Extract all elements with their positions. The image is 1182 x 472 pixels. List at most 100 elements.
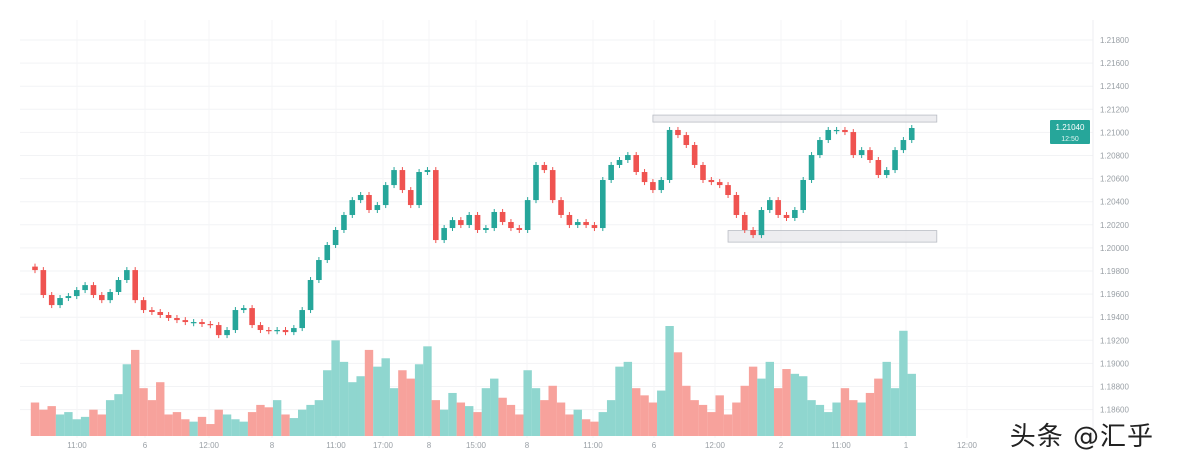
candle-down xyxy=(48,295,55,306)
volume-bar xyxy=(799,376,808,436)
candle-up xyxy=(332,229,339,246)
candle-up xyxy=(324,245,331,261)
price-axis[interactable]: 1.21800 1.21600 1.21400 1.21200 1.21000 1.208… xyxy=(1100,36,1129,415)
candle-up xyxy=(466,214,472,226)
time-tick-label: 17:00 xyxy=(373,441,394,450)
candle-up xyxy=(240,308,247,311)
candle-up xyxy=(424,170,431,173)
time-tick-label: 8 xyxy=(525,441,530,450)
time-axis[interactable]: 11:00 6 12:00 8 11:00 17:00 8 15:00 8 11:00 6 12:00… xyxy=(67,441,977,450)
candle-up xyxy=(107,292,113,301)
volume-bar xyxy=(523,370,532,436)
volume-bar xyxy=(197,416,207,436)
candle-up xyxy=(792,210,798,218)
price-tick-label: 1.21200 xyxy=(1100,105,1129,114)
volume-bar xyxy=(515,414,524,436)
volume-bar xyxy=(615,366,624,436)
volume-bar xyxy=(840,388,850,436)
watermark: 头条 @汇乎 xyxy=(1009,422,1154,452)
candle-up xyxy=(299,310,305,329)
candle-down xyxy=(499,211,506,223)
candle-up xyxy=(808,155,815,180)
volume-bar xyxy=(89,409,98,436)
volume-bar xyxy=(30,402,40,436)
candle-up xyxy=(190,322,197,324)
candle-up xyxy=(491,211,498,229)
price-tick-label: 1.19000 xyxy=(1100,359,1129,368)
volume-bar xyxy=(899,330,908,436)
candle-down xyxy=(733,195,740,215)
volume-bar xyxy=(281,414,290,436)
candle-down xyxy=(90,285,97,296)
time-tick-label: 8 xyxy=(427,441,432,450)
candle-down xyxy=(132,270,138,301)
candle-up xyxy=(574,222,581,226)
volume-bar xyxy=(139,388,148,436)
volume-bar xyxy=(590,421,599,436)
candle-down xyxy=(691,144,698,165)
candle-down xyxy=(407,190,414,206)
price-tick-label: 1.21600 xyxy=(1100,59,1129,68)
candle-down xyxy=(458,220,464,226)
candle-down xyxy=(149,310,155,313)
time-tick-label: 15:00 xyxy=(466,441,487,450)
candle-down xyxy=(867,150,873,161)
candle-up xyxy=(858,150,865,156)
candle-up xyxy=(232,310,239,331)
volume-bar xyxy=(490,378,499,436)
price-zone-rectangle xyxy=(727,230,938,243)
candle-up xyxy=(883,170,890,176)
volume-bar xyxy=(606,400,616,436)
volume-bar xyxy=(164,414,173,436)
candle-up xyxy=(900,140,907,151)
volume-bar xyxy=(748,366,758,436)
volume-bar xyxy=(289,418,299,436)
volume-bar xyxy=(481,388,491,436)
candle-down xyxy=(282,330,289,333)
volume-bar xyxy=(506,404,516,436)
time-tick-label: 12:00 xyxy=(199,441,220,450)
price-tick-label: 1.19400 xyxy=(1100,313,1129,322)
volume-bar xyxy=(264,407,273,436)
volume-bar xyxy=(172,412,182,436)
price-tick-label: 1.19600 xyxy=(1100,290,1129,299)
volume-bar xyxy=(540,400,549,436)
candle-up xyxy=(65,296,72,299)
candle-up xyxy=(224,330,230,336)
volume-bar xyxy=(72,419,81,436)
candle-up xyxy=(115,280,122,293)
candle-down xyxy=(266,330,272,332)
candle-down xyxy=(474,214,481,230)
volume-bar xyxy=(398,370,407,436)
volume-bar xyxy=(364,349,374,436)
volume-bar xyxy=(239,421,248,436)
candle-down xyxy=(249,308,255,326)
volume-bar xyxy=(824,412,833,436)
volume-bar xyxy=(865,392,875,436)
grid xyxy=(20,20,1093,438)
volume-bar xyxy=(882,361,891,436)
volume-bar xyxy=(431,400,440,436)
candle-up xyxy=(357,195,364,201)
volume-bar xyxy=(147,400,157,436)
time-tick-label: 12:00 xyxy=(957,441,978,450)
candle-down xyxy=(741,214,748,230)
candle-down xyxy=(199,322,205,325)
volume-bar xyxy=(632,388,641,436)
price-zone-rectangle xyxy=(652,114,938,123)
candle-up xyxy=(374,205,381,211)
volume-bar xyxy=(423,346,432,436)
price-tick-label: 1.21400 xyxy=(1100,82,1129,91)
volume-bar xyxy=(715,395,724,436)
volume-bar xyxy=(790,373,800,436)
volume-bar xyxy=(732,402,741,436)
candle-up xyxy=(307,280,314,311)
candle-down xyxy=(207,324,214,326)
volume-bar xyxy=(473,412,482,436)
candle-up xyxy=(608,164,614,180)
candle-up xyxy=(533,164,539,201)
volume-bar xyxy=(131,349,140,436)
price-tick-label: 1.20800 xyxy=(1100,152,1129,161)
volume-bar xyxy=(874,378,883,436)
